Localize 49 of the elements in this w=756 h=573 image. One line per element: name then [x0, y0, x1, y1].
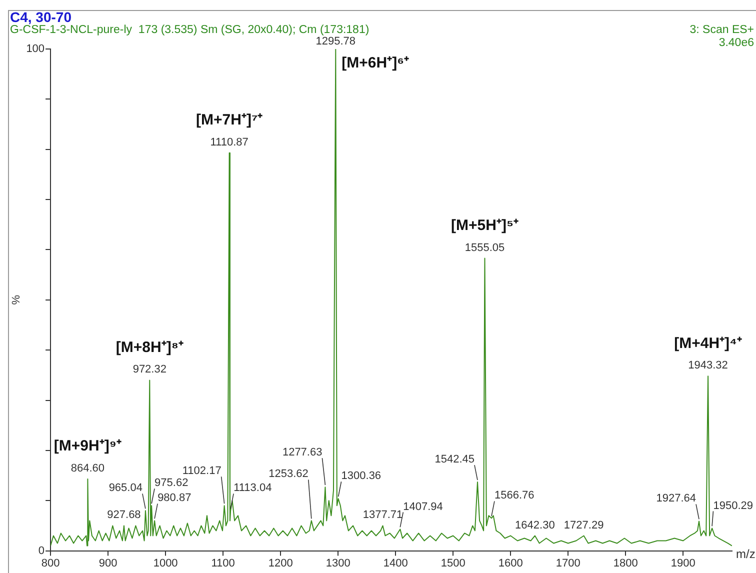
annotation: 1377.71	[362, 509, 403, 522]
annotation: 1110.87	[210, 136, 248, 148]
annotation: 1300.36	[341, 470, 382, 482]
annotation: 927.68	[107, 509, 141, 522]
annotation: 1727.29	[564, 519, 604, 532]
x-tick-label: 1300	[326, 557, 350, 570]
annotation: 1950.29	[713, 500, 754, 512]
x-tick-label: 1200	[268, 557, 293, 570]
x-tick-label: 1400	[383, 557, 408, 570]
chart-title: C4, 30-70	[10, 9, 72, 25]
x-tick-label: 1000	[153, 557, 178, 570]
annotation: [M+8H⁺]⁸⁺	[116, 338, 184, 356]
annotation: 1253.62	[268, 468, 308, 480]
annotation: 1542.45	[434, 454, 475, 466]
x-tick-label: 900	[98, 557, 118, 570]
text: 3.40e6	[718, 37, 754, 50]
x-tick-label: 800	[41, 557, 60, 570]
annotation: 1113.04	[234, 482, 272, 494]
x-tick-label: 1800	[613, 557, 638, 570]
annotation: 1277.63	[282, 446, 322, 459]
annotation: 965.04	[108, 482, 142, 494]
x-tick-label: 1500	[440, 557, 466, 570]
annotation: [M+4H⁺]⁴⁺	[674, 334, 742, 352]
annotation: [M+7H⁺]⁷⁺	[196, 112, 263, 129]
annotation: 1943.32	[688, 360, 728, 372]
y-axis-title: %	[10, 294, 23, 305]
x-tick-label: 1600	[498, 557, 523, 570]
annotation: 975.62	[154, 477, 188, 490]
annotation: [M+5H⁺]⁵⁺	[451, 216, 518, 234]
annotation: 1555.05	[464, 242, 505, 254]
annotation: 1102.17	[182, 465, 222, 478]
chart-subtitle: G-CSF-1-3-NCL-pure-ly 173 (3.535) Sm (SG, 20x0.40); Cm (173:181)	[10, 24, 370, 36]
x-tick-label: 1700	[556, 557, 580, 570]
y-tick-label: 100	[26, 43, 45, 56]
text: 3: Scan ES+	[690, 24, 754, 37]
annotation: 1407.94	[403, 500, 443, 513]
x-tick-label: 1100	[211, 557, 235, 570]
annotation: 864.60	[70, 462, 105, 475]
annotation: 1927.64	[656, 492, 696, 505]
y-tick-label: 0	[38, 544, 45, 557]
annotation: 972.32	[132, 364, 166, 376]
annotation: 1642.30	[515, 519, 555, 532]
annotation: 1295.78	[316, 36, 356, 48]
annotation: 1566.76	[494, 490, 534, 502]
annotation: [M+6H⁺]⁶⁺	[342, 54, 409, 72]
x-tick-label: 1900	[670, 557, 696, 570]
annotation: 980.87	[158, 492, 192, 504]
x-axis-title: m/z	[736, 547, 756, 562]
annotation: [M+9H⁺]⁹⁺	[54, 438, 122, 455]
